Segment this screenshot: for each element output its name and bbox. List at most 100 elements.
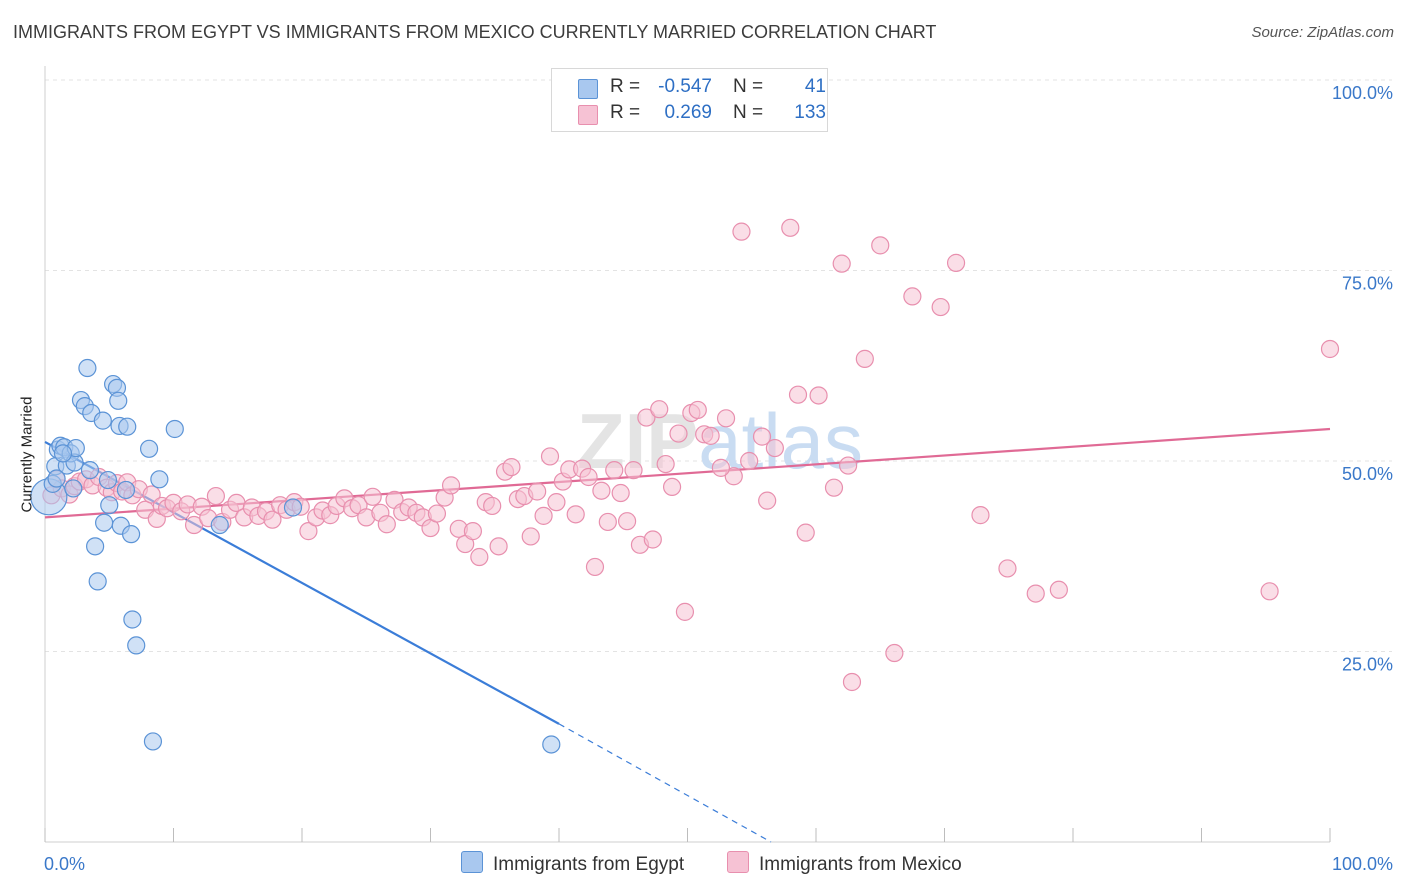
y-tick-label: 25.0%: [1342, 655, 1393, 675]
egypt-point: [283, 498, 303, 517]
bottom-legend-egypt: Immigrants from Egypt: [461, 851, 684, 876]
mexico-point: [716, 409, 736, 428]
mexico-r-value: 0.269: [664, 102, 712, 123]
mexico-point: [441, 476, 461, 495]
egypt-trend-dashed: [558, 723, 772, 843]
egypt-point: [127, 636, 146, 655]
mexico-point: [605, 461, 624, 480]
egypt-point: [165, 419, 184, 439]
mexico-point: [566, 505, 585, 524]
mexico-point: [1049, 580, 1068, 599]
mexico-point: [688, 400, 707, 420]
mexico-point: [598, 512, 617, 532]
x-tick-label: 0.0%: [44, 854, 85, 874]
mexico-r-label: R =: [610, 102, 641, 123]
mexico-point: [637, 408, 656, 427]
y-tick-label: 50.0%: [1342, 464, 1393, 484]
mexico-point: [765, 438, 784, 458]
egypt-swatch: [578, 79, 598, 99]
mexico-point: [998, 559, 1017, 578]
mexico-point: [547, 493, 566, 512]
x-tick-labels: 0.0% 100.0%: [44, 854, 1393, 874]
egypt-point: [150, 470, 169, 489]
egypt-point: [542, 735, 561, 754]
mexico-point: [885, 643, 904, 663]
mexico-point: [592, 481, 611, 500]
chart-title: IMMIGRANTS FROM EGYPT VS IMMIGRANTS FROM…: [13, 22, 937, 42]
mexico-point: [871, 236, 890, 255]
mexico-point: [611, 483, 630, 503]
mexico-point: [489, 537, 508, 556]
y-tick-label: 75.0%: [1342, 274, 1393, 294]
egypt-points: [30, 358, 561, 754]
mexico-point: [470, 547, 489, 567]
mexico-point: [711, 458, 731, 477]
mexico-point: [483, 496, 502, 516]
mexico-point: [809, 386, 828, 405]
mexico-point: [796, 523, 815, 542]
egypt-legend-swatch: [461, 851, 483, 873]
egypt-point: [116, 480, 136, 500]
mexico-point: [781, 218, 800, 237]
mexico-point: [740, 451, 759, 471]
mexico-point: [931, 297, 950, 317]
mexico-legend-label: Immigrants from Mexico: [759, 854, 962, 875]
egypt-point: [86, 537, 105, 556]
mexico-point: [842, 672, 862, 692]
egypt-r-label: R =: [610, 76, 641, 97]
mexico-point: [585, 557, 605, 577]
egypt-point: [123, 610, 142, 629]
mexico-point: [903, 287, 922, 306]
egypt-point: [109, 391, 128, 410]
grid-lines: [45, 79, 1392, 652]
mexico-point: [142, 485, 161, 504]
mexico-point: [732, 222, 751, 241]
egypt-point: [143, 732, 163, 751]
mexico-point: [1026, 584, 1045, 603]
bottom-legend-mexico: Immigrants from Mexico: [727, 851, 962, 876]
egypt-legend-label: Immigrants from Egypt: [493, 854, 685, 875]
mexico-point: [618, 512, 637, 531]
mexico-point: [502, 457, 521, 477]
egypt-n-value: 41: [804, 76, 826, 97]
egypt-point: [121, 525, 141, 544]
egypt-point: [95, 513, 114, 532]
mexico-point: [788, 385, 808, 404]
egypt-point: [80, 461, 100, 480]
mexico-point: [534, 506, 553, 525]
y-tick-label: 100.0%: [1332, 83, 1393, 103]
mexico-point: [669, 424, 688, 443]
mexico-point: [206, 486, 226, 506]
mexico-point: [540, 447, 560, 466]
egypt-point: [93, 411, 112, 430]
mexico-point: [839, 456, 858, 475]
egypt-point: [139, 439, 159, 458]
mexico-point: [263, 510, 282, 529]
mexico-n-value: 133: [794, 102, 826, 123]
axes: [44, 66, 1331, 843]
mexico-point: [299, 522, 318, 541]
egypt-point: [88, 572, 107, 591]
mexico-legend-swatch: [727, 851, 749, 873]
x-tick-label: 100.0%: [1332, 854, 1393, 874]
y-tick-labels: 25.0% 50.0% 75.0% 100.0%: [1332, 83, 1393, 675]
stats-legend: R = -0.547 N = 41 R = 0.269 N = 133: [551, 68, 828, 132]
egypt-point: [98, 470, 118, 490]
mexico-swatch: [578, 105, 598, 125]
mexico-point: [662, 477, 682, 497]
mexico-point: [643, 530, 662, 549]
mexico-point: [701, 426, 720, 445]
mexico-point: [521, 527, 540, 546]
mexico-point: [752, 427, 772, 446]
mexico-point: [946, 253, 966, 272]
egypt-point: [100, 496, 119, 515]
mexico-point: [758, 491, 777, 510]
source-credit: Source: ZipAtlas.com: [1251, 24, 1394, 41]
mexico-points: [42, 218, 1340, 692]
mexico-point: [624, 461, 643, 480]
mexico-point: [1320, 339, 1340, 359]
mexico-point: [675, 602, 695, 621]
egypt-r-value: -0.547: [658, 76, 712, 97]
mexico-point: [971, 506, 990, 525]
